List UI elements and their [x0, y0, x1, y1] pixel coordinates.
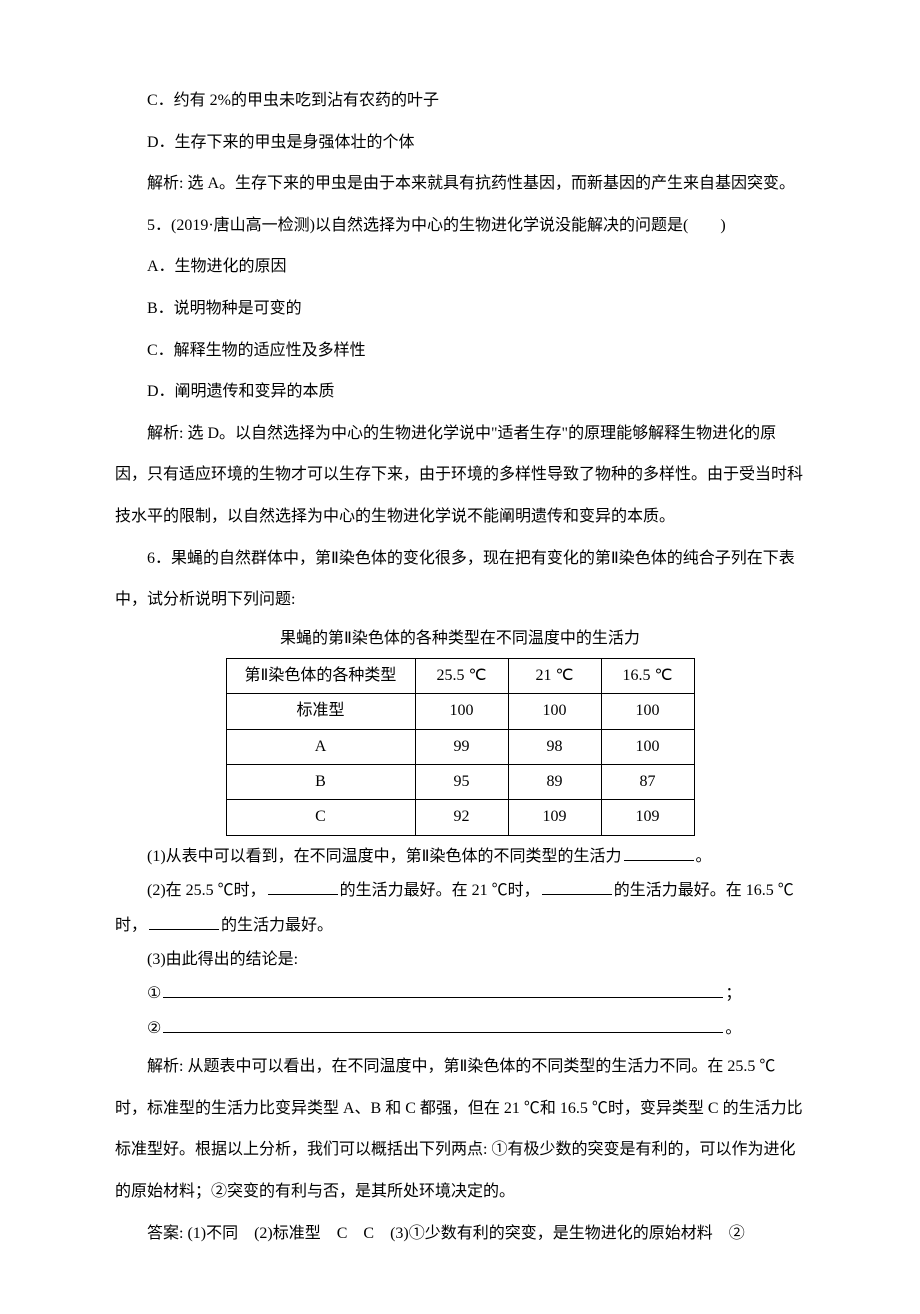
document-page: C．约有 2%的甲虫未吃到沾有农药的叶子 D．生存下来的甲虫是身强体壮的个体 解… [0, 0, 920, 1314]
period: 。 [725, 1020, 741, 1037]
col-header: 21 ℃ [508, 658, 601, 693]
fill-blank [624, 842, 694, 861]
table-cell: 87 [601, 765, 694, 800]
q6-intro: 6．果蝇的自然群体中，第Ⅱ染色体的变化很多，现在把有变化的第Ⅱ染色体的纯合子列在… [115, 538, 805, 621]
q5-option-d: D．阐明遗传和变异的本质 [115, 371, 805, 413]
col-header: 25.5 ℃ [415, 658, 508, 693]
q4-analysis: 解析: 选 A。生存下来的甲虫是由于本来就具有抗药性基因，而新基因的产生来自基因… [115, 163, 805, 205]
fill-blank [542, 877, 612, 896]
table-caption: 果蝇的第Ⅱ染色体的各种类型在不同温度中的生活力 [115, 621, 805, 656]
q6-answer: 答案: (1)不同 (2)标准型 C C (3)①少数有利的突变，是生物进化的原… [115, 1213, 805, 1255]
q5-stem: 5．(2019·唐山高一检测)以自然选择为中心的生物进化学说没能解决的问题是( … [115, 205, 805, 247]
q6-2-text-a: (2)在 25.5 ℃时， [147, 882, 266, 899]
fill-blank [268, 877, 338, 896]
table-cell: 95 [415, 765, 508, 800]
table-cell: 89 [508, 765, 601, 800]
fill-blank-long [163, 1014, 723, 1033]
q6-analysis: 解析: 从题表中可以看出，在不同温度中，第Ⅱ染色体的不同类型的生活力不同。在 2… [115, 1046, 805, 1212]
q5-option-c: C．解释生物的适应性及多样性 [115, 330, 805, 372]
table-cell: 100 [601, 729, 694, 764]
circled-1: ① [147, 985, 161, 1002]
q4-option-d: D．生存下来的甲虫是身强体壮的个体 [115, 122, 805, 164]
q6-2-text-b: 的生活力最好。在 21 ℃时， [340, 882, 540, 899]
fill-blank [149, 911, 219, 930]
q6-1-text-a: (1)从表中可以看到，在不同温度中，第Ⅱ染色体的不同类型的生活力 [147, 848, 622, 865]
table-cell: 99 [415, 729, 508, 764]
table-cell: 98 [508, 729, 601, 764]
semicolon: ； [725, 985, 741, 1002]
q5-option-b: B．说明物种是可变的 [115, 288, 805, 330]
q4-option-c: C．约有 2%的甲虫未吃到沾有农药的叶子 [115, 80, 805, 122]
q6-sub2: (2)在 25.5 ℃时，的生活力最好。在 21 ℃时，的生活力最好。在 16.… [115, 874, 805, 943]
table-row: B 95 89 87 [226, 765, 694, 800]
circled-2: ② [147, 1020, 161, 1037]
table-cell: A [226, 729, 415, 764]
table-cell: 109 [601, 800, 694, 835]
q5-analysis: 解析: 选 D。以自然选择为中心的生物进化学说中"适者生存"的原理能够解释生物进… [115, 413, 805, 538]
q6-sub3: (3)由此得出的结论是: [115, 943, 805, 977]
table-cell: 100 [601, 694, 694, 729]
col-header: 16.5 ℃ [601, 658, 694, 693]
q6-conclusion-2: ②。 [115, 1012, 805, 1046]
table-row: C 92 109 109 [226, 800, 694, 835]
table-cell: 92 [415, 800, 508, 835]
table-row: 标准型 100 100 100 [226, 694, 694, 729]
fill-blank-long [163, 980, 723, 999]
table-cell: B [226, 765, 415, 800]
table-cell: 109 [508, 800, 601, 835]
table-cell: C [226, 800, 415, 835]
data-table: 第Ⅱ染色体的各种类型 25.5 ℃ 21 ℃ 16.5 ℃ 标准型 100 10… [226, 658, 695, 836]
table-cell: 100 [508, 694, 601, 729]
col-header: 第Ⅱ染色体的各种类型 [226, 658, 415, 693]
q5-option-a: A．生物进化的原因 [115, 246, 805, 288]
q6-sub1: (1)从表中可以看到，在不同温度中，第Ⅱ染色体的不同类型的生活力 。 [115, 840, 805, 874]
table-cell: 标准型 [226, 694, 415, 729]
table-header-row: 第Ⅱ染色体的各种类型 25.5 ℃ 21 ℃ 16.5 ℃ [226, 658, 694, 693]
q6-1-text-b: 。 [696, 848, 712, 865]
table-row: A 99 98 100 [226, 729, 694, 764]
table-cell: 100 [415, 694, 508, 729]
q6-conclusion-1: ①； [115, 977, 805, 1011]
q6-2-text-d: 的生活力最好。 [221, 917, 333, 934]
